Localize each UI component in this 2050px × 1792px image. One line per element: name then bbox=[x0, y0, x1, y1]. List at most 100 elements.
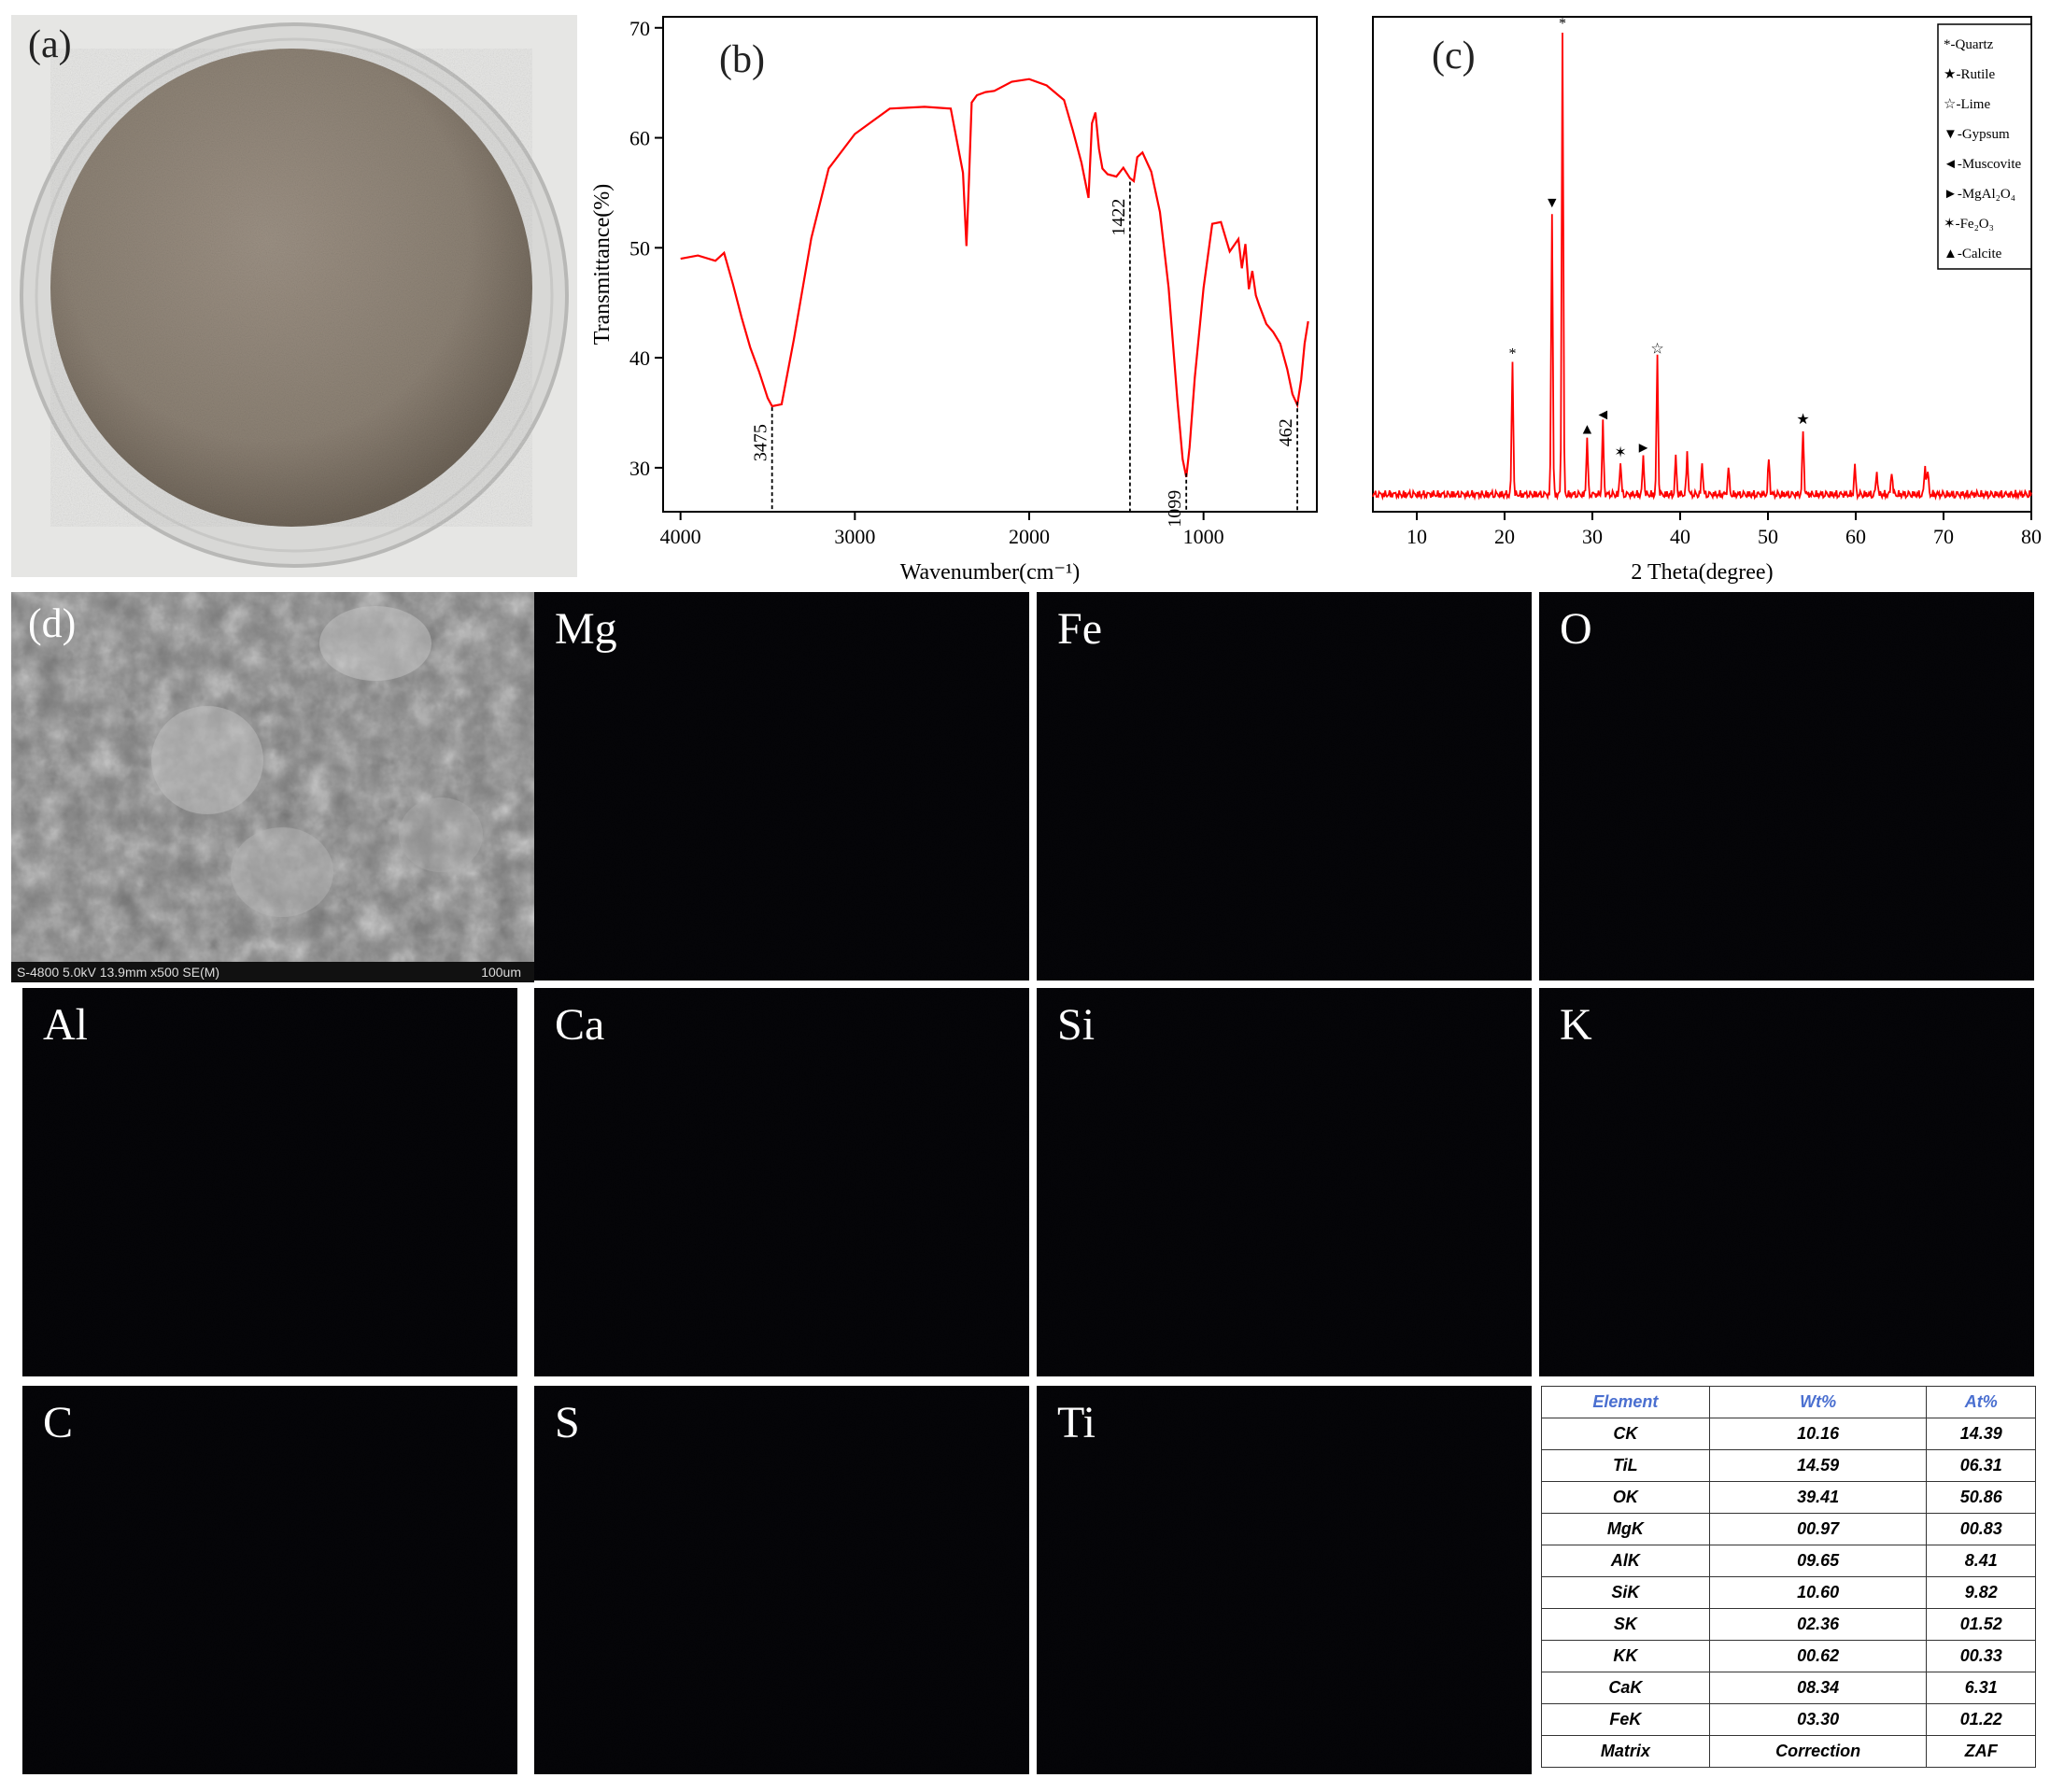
table-row: SK 02.36 01.52 bbox=[1541, 1608, 2036, 1641]
petri-dish-photo bbox=[20, 22, 569, 568]
table-cell: 06.31 bbox=[1926, 1449, 2036, 1482]
x-tick-label: 50 bbox=[1758, 525, 1778, 548]
ftir-spectrum-line bbox=[680, 78, 1309, 478]
table-cell: 10.16 bbox=[1708, 1418, 1928, 1450]
x-tick-label: 40 bbox=[1670, 525, 1690, 548]
header-wt: Wt% bbox=[1708, 1386, 1928, 1418]
x-tick-label: 3000 bbox=[834, 525, 875, 548]
table-cell: KK bbox=[1541, 1640, 1710, 1672]
eds-map-si: Si bbox=[1037, 988, 1532, 1376]
table-row: MgK 00.97 00.83 bbox=[1541, 1513, 2036, 1545]
sem-scale-text: 100um bbox=[481, 965, 521, 980]
table-cell: 02.36 bbox=[1708, 1608, 1928, 1641]
panel-c-xrd-chart: 10 20 30 40 50 60 70 80 * ▼ * ▲ ◄ ✶ ► ☆ ★ *-Quartz ★-Rutil… bbox=[1359, 7, 2050, 586]
y-tick-label: 60 bbox=[629, 127, 650, 150]
y-axis-label: Transmittance(%) bbox=[590, 184, 615, 345]
plot-frame bbox=[662, 16, 1318, 513]
table-row: OK 39.41 50.86 bbox=[1541, 1481, 2036, 1514]
legend-entry: ☆-Lime bbox=[1944, 97, 1990, 112]
table-cell: 00.83 bbox=[1926, 1513, 2036, 1545]
legend-entry: ▲-Calcite bbox=[1944, 247, 2002, 261]
panel-d-label: (d) bbox=[28, 600, 77, 646]
panel-b-ftir-chart: 4000 3000 2000 1000 30 40 50 60 70 3475 1422 1099 46… bbox=[588, 7, 1345, 586]
eds-table-body: CK 10.16 14.39 TiL 14.59 06.31 OK 39.41 50.86 MgK… bbox=[1541, 1418, 2036, 1768]
eds-map-label: K bbox=[1560, 1000, 1592, 1050]
panel-a-label: (a) bbox=[28, 23, 72, 66]
table-row: CaK 08.34 6.31 bbox=[1541, 1672, 2036, 1704]
y-tick-label: 40 bbox=[629, 346, 650, 370]
x-tick-label: 10 bbox=[1407, 525, 1427, 548]
panel-c-label: (c) bbox=[1432, 35, 1476, 78]
table-cell: SiK bbox=[1541, 1576, 1710, 1609]
table-cell: 00.33 bbox=[1926, 1640, 2036, 1672]
y-tick-label: 50 bbox=[629, 236, 650, 260]
peak-annotation: 1099 bbox=[1165, 490, 1185, 528]
legend-entry: ▼-Gypsum bbox=[1944, 127, 2010, 142]
panel-b-label: (b) bbox=[719, 38, 765, 81]
legend-box bbox=[1937, 23, 2032, 270]
table-cell: 50.86 bbox=[1926, 1481, 2036, 1514]
table-cell: SK bbox=[1541, 1608, 1710, 1641]
table-row: KK 00.62 00.33 bbox=[1541, 1640, 2036, 1672]
eds-map-k: K bbox=[1539, 988, 2034, 1376]
eds-map-ti: Ti bbox=[1037, 1386, 1532, 1774]
table-cell: OK bbox=[1541, 1481, 1710, 1514]
eds-map-label: Si bbox=[1057, 1000, 1096, 1050]
table-row: Matrix Correction ZAF bbox=[1541, 1735, 2036, 1768]
table-cell: 01.22 bbox=[1926, 1703, 2036, 1736]
sem-info-bar: S-4800 5.0kV 13.9mm x500 SE(M) 100um bbox=[11, 962, 534, 982]
eds-map-texture bbox=[534, 988, 1029, 1376]
ftir-chart-svg: 4000 3000 2000 1000 30 40 50 60 70 3475 1422 1099 46… bbox=[590, 16, 1318, 585]
peak-annotation: 462 bbox=[1276, 418, 1296, 446]
table-cell: 09.65 bbox=[1708, 1545, 1928, 1577]
phase-marker: ▼ bbox=[1545, 195, 1560, 211]
legend-entry: ✶-Fe₂O₃ bbox=[1944, 217, 1994, 232]
eds-map-label: Ti bbox=[1057, 1398, 1096, 1447]
eds-map-ca: Ca bbox=[534, 988, 1029, 1376]
y-tick-label: 70 bbox=[629, 17, 650, 40]
x-tick-label: 60 bbox=[1845, 525, 1866, 548]
eds-map-texture bbox=[22, 1386, 517, 1774]
eds-map-texture bbox=[1539, 988, 2034, 1376]
eds-map-label: S bbox=[555, 1398, 580, 1447]
table-cell: 00.62 bbox=[1708, 1640, 1928, 1672]
panel-d-sem-image: (d) S-4800 5.0kV 13.9mm x500 SE(M) 100um bbox=[11, 592, 534, 982]
eds-map-label: Fe bbox=[1057, 604, 1102, 654]
phase-marker: * bbox=[1508, 346, 1516, 362]
table-cell: 9.82 bbox=[1926, 1576, 2036, 1609]
x-axis-label: Wavenumber(cm⁻¹) bbox=[900, 560, 1081, 585]
table-cell: Matrix bbox=[1541, 1735, 1710, 1768]
table-cell: CK bbox=[1541, 1418, 1710, 1450]
plot-frame bbox=[1372, 16, 2032, 513]
peak-annotation: 3475 bbox=[751, 424, 771, 461]
x-tick-label: 30 bbox=[1582, 525, 1603, 548]
eds-map-label: C bbox=[43, 1398, 74, 1447]
eds-map-fe: Fe bbox=[1037, 592, 1532, 981]
phase-marker: ☆ bbox=[1650, 341, 1663, 357]
phase-marker: ▲ bbox=[1579, 421, 1594, 437]
table-cell: TiL bbox=[1541, 1449, 1710, 1482]
sem-texture bbox=[11, 592, 534, 982]
table-cell: Correction bbox=[1708, 1735, 1928, 1768]
peak-annotation: 1422 bbox=[1109, 199, 1129, 236]
phase-marker: * bbox=[1559, 16, 1566, 32]
x-tick-label: 4000 bbox=[660, 525, 701, 548]
eds-map-label: Ca bbox=[555, 1000, 605, 1050]
eds-map-texture bbox=[22, 988, 517, 1376]
phase-marker: ◄ bbox=[1595, 407, 1610, 423]
legend-entry: ◄-Muscovite bbox=[1944, 157, 2022, 172]
table-row: AlK 09.65 8.41 bbox=[1541, 1545, 2036, 1577]
table-cell: 08.34 bbox=[1708, 1672, 1928, 1704]
table-cell: 14.39 bbox=[1926, 1418, 2036, 1450]
x-tick-label: 1000 bbox=[1183, 525, 1224, 548]
eds-map-texture bbox=[534, 592, 1029, 981]
table-cell: 6.31 bbox=[1926, 1672, 2036, 1704]
eds-map-mg: Mg bbox=[534, 592, 1029, 981]
table-cell: 10.60 bbox=[1708, 1576, 1928, 1609]
eds-map-label: Al bbox=[43, 1000, 88, 1050]
x-tick-label: 70 bbox=[1933, 525, 1954, 548]
table-cell: CaK bbox=[1541, 1672, 1710, 1704]
table-cell: 39.41 bbox=[1708, 1481, 1928, 1514]
table-cell: 01.52 bbox=[1926, 1608, 2036, 1641]
phase-marker: ★ bbox=[1796, 412, 1809, 428]
